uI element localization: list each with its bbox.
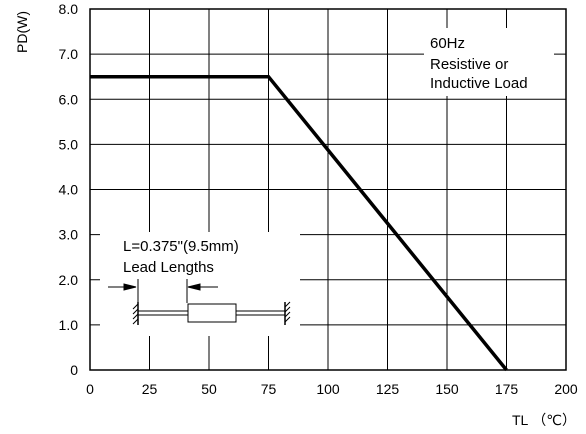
lead-diagram: [108, 279, 291, 325]
lead-arrow-left: [123, 283, 137, 291]
x-tick-label: 175: [495, 381, 519, 397]
y-tick-label: 4.0: [59, 182, 79, 198]
x-axis-label: TL （℃）: [512, 412, 576, 428]
y-tick-label: 7.0: [59, 46, 79, 62]
clamp-left-hatching: [132, 303, 139, 325]
y-tick-label: 0: [70, 362, 78, 378]
x-tick-label: 100: [316, 381, 340, 397]
x-tick-label: 200: [554, 381, 578, 397]
y-tick-label: 5.0: [59, 136, 79, 152]
load-annotation-line1: Resistive or: [430, 56, 508, 73]
derating-curve: [90, 74, 508, 372]
x-tick-label: 75: [261, 381, 277, 397]
x-tick-label: 0: [86, 381, 94, 397]
grid-lines: [90, 9, 566, 370]
series-group: [90, 74, 508, 372]
y-tick-label: 1.0: [59, 317, 79, 333]
y-tick-labels: 0 1.0 2.0 3.0 4.0 5.0 6.0 7.0 8.0: [59, 1, 79, 378]
x-tick-labels: 0 25 50 75 100 125 150 175 200: [86, 381, 578, 397]
clamp-right-hatching: [284, 301, 291, 323]
y-axis-label: PD(W): [14, 11, 30, 53]
y-tick-label: 8.0: [59, 1, 79, 17]
x-tick-label: 50: [201, 381, 217, 397]
load-annotation-line2: Inductive Load: [430, 75, 528, 92]
y-tick-label: 6.0: [59, 91, 79, 107]
plot-frame: [89, 8, 567, 371]
y-tick-label: 2.0: [59, 272, 79, 288]
y-tick-label: 3.0: [59, 227, 79, 243]
x-tick-label: 150: [435, 381, 459, 397]
freq-annotation-bg: [424, 28, 554, 96]
lead-length-annotation-line1: L=0.375"(9.5mm): [123, 238, 239, 255]
lead-arrow-right: [187, 283, 201, 291]
x-tick-label: 25: [142, 381, 158, 397]
frequency-annotation: 60Hz: [430, 35, 465, 52]
lead-length-annotation-line2: Lead Lengths: [123, 259, 214, 276]
x-tick-label: 125: [376, 381, 400, 397]
component-body: [187, 303, 237, 323]
